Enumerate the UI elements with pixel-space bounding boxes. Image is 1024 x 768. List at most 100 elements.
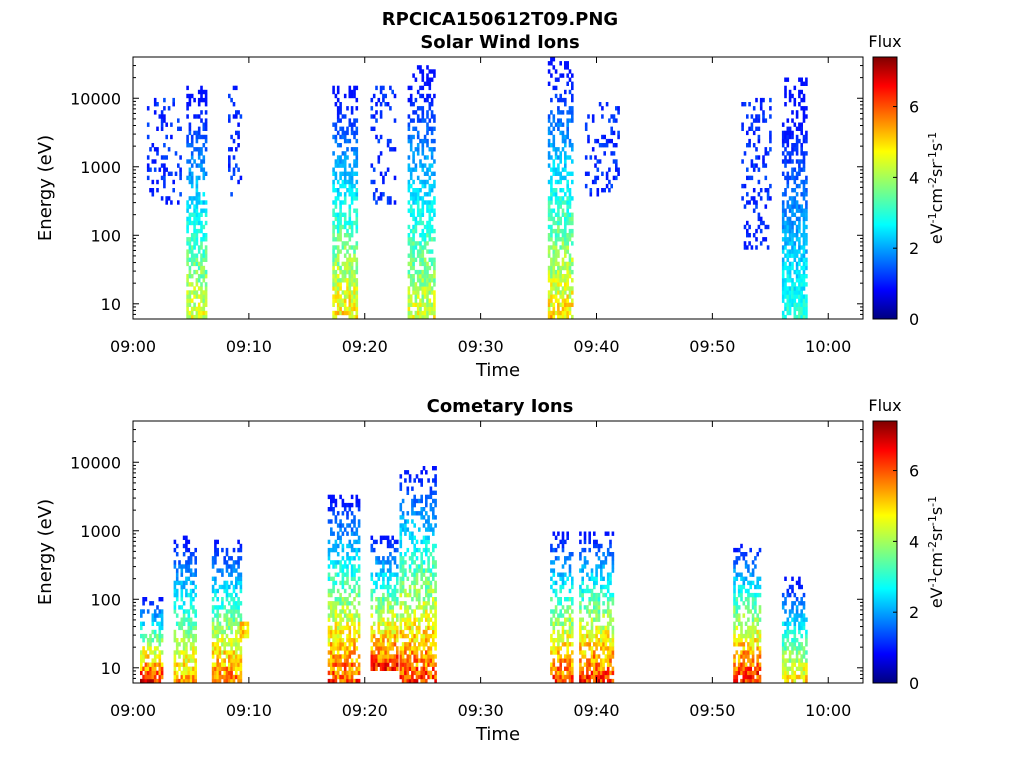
- heatmap-cell: [327, 613, 331, 618]
- heatmap-cell: [420, 494, 423, 500]
- heatmap-cell: [343, 580, 347, 586]
- heatmap-cell: [786, 290, 790, 295]
- heatmap-cell: [389, 609, 392, 614]
- heatmap-cell: [214, 613, 217, 618]
- heatmap-cell: [557, 556, 560, 561]
- heatmap-cell: [413, 523, 416, 528]
- heatmap-cell: [415, 650, 419, 655]
- heatmap-cell: [586, 621, 589, 626]
- heatmap-cell: [798, 629, 801, 635]
- heatmap-cell: [547, 143, 551, 148]
- heatmap-cell: [386, 556, 390, 561]
- heatmap-cell: [615, 159, 618, 164]
- heatmap-cell: [554, 237, 558, 242]
- heatmap-cell: [411, 666, 414, 671]
- heatmap-cell: [399, 666, 403, 671]
- heatmap-cell: [805, 670, 808, 676]
- heatmap-cell: [346, 646, 349, 651]
- heatmap-cell: [757, 114, 761, 119]
- heatmap-cell: [571, 286, 574, 291]
- heatmap-cell: [737, 547, 741, 553]
- heatmap-cell: [802, 298, 806, 303]
- heatmap-cell: [393, 662, 397, 667]
- heatmap-cell: [348, 224, 352, 230]
- heatmap-cell: [151, 188, 155, 193]
- heatmap-cell: [579, 633, 582, 639]
- heatmap-cell: [211, 605, 215, 610]
- heatmap-cell: [428, 188, 432, 193]
- heatmap-cell: [355, 282, 359, 287]
- heatmap-cell: [571, 597, 574, 602]
- heatmap-cell: [334, 654, 338, 659]
- heatmap-cell: [190, 196, 194, 201]
- heatmap-cell: [149, 601, 152, 606]
- heatmap-cell: [547, 314, 551, 320]
- heatmap-cell: [754, 597, 757, 602]
- heatmap-cell: [336, 290, 340, 295]
- heatmap-cell: [559, 621, 562, 626]
- heatmap-cell: [332, 498, 335, 504]
- heatmap-cell: [566, 261, 569, 267]
- heatmap-cell: [769, 138, 772, 144]
- heatmap-cell: [795, 605, 799, 610]
- heatmap-cell: [343, 171, 347, 176]
- heatmap-cell: [411, 507, 414, 512]
- heatmap-cell: [566, 130, 569, 136]
- heatmap-cell: [391, 605, 394, 610]
- heatmap-cell: [784, 237, 787, 242]
- heatmap-cell: [564, 212, 567, 217]
- heatmap-cell: [425, 642, 428, 647]
- heatmap-cell: [370, 666, 374, 671]
- heatmap-cell: [418, 601, 421, 606]
- heatmap-cell: [554, 638, 558, 643]
- heatmap-cell: [197, 306, 201, 312]
- heatmap-cell: [175, 670, 179, 676]
- heatmap-cell: [786, 77, 790, 82]
- heatmap-cell: [140, 662, 143, 667]
- heatmap-cell: [426, 286, 429, 291]
- heatmap-cell: [343, 245, 347, 250]
- heatmap-cell: [204, 147, 208, 152]
- heatmap-cell: [798, 314, 801, 320]
- heatmap-cell: [194, 646, 197, 651]
- heatmap-cell: [406, 613, 410, 618]
- heatmap-cell: [186, 85, 189, 91]
- heatmap-cell: [372, 167, 376, 172]
- heatmap-cell: [200, 261, 203, 267]
- heatmap-cell: [189, 597, 193, 602]
- heatmap-cell: [357, 621, 361, 626]
- heatmap-cell: [420, 605, 423, 610]
- heatmap-cell: [180, 584, 184, 590]
- heatmap-cell: [800, 130, 803, 136]
- heatmap-cell: [791, 175, 794, 181]
- heatmap-cell: [606, 621, 610, 626]
- heatmap-cell: [557, 274, 560, 279]
- heatmap-cell: [798, 290, 801, 295]
- heatmap-cell: [795, 249, 799, 254]
- heatmap-cell: [737, 613, 741, 618]
- heatmap-cell: [404, 527, 407, 532]
- heatmap-cell: [566, 302, 569, 307]
- heatmap-cell: [547, 81, 551, 86]
- heatmap-cell: [332, 633, 335, 639]
- heatmap-cell: [566, 306, 569, 312]
- heatmap-cell: [187, 560, 191, 565]
- heatmap-cell: [430, 310, 434, 316]
- heatmap-cell: [601, 143, 604, 148]
- heatmap-cell: [151, 629, 155, 635]
- heatmap-cell: [609, 638, 612, 643]
- heatmap-cell: [550, 278, 553, 283]
- heatmap-cell: [425, 650, 428, 655]
- heatmap-cell: [561, 638, 565, 643]
- heatmap-cell: [564, 192, 567, 197]
- heatmap-cell: [350, 245, 354, 250]
- heatmap-cell: [355, 670, 359, 676]
- heatmap-cell: [432, 466, 435, 471]
- heatmap-cell: [798, 245, 801, 250]
- heatmap-cell: [552, 257, 556, 262]
- heatmap-cell: [759, 102, 763, 107]
- heatmap-cell: [216, 638, 219, 643]
- heatmap-cell: [791, 253, 794, 258]
- heatmap-cell: [612, 159, 616, 164]
- heatmap-cell: [564, 556, 567, 561]
